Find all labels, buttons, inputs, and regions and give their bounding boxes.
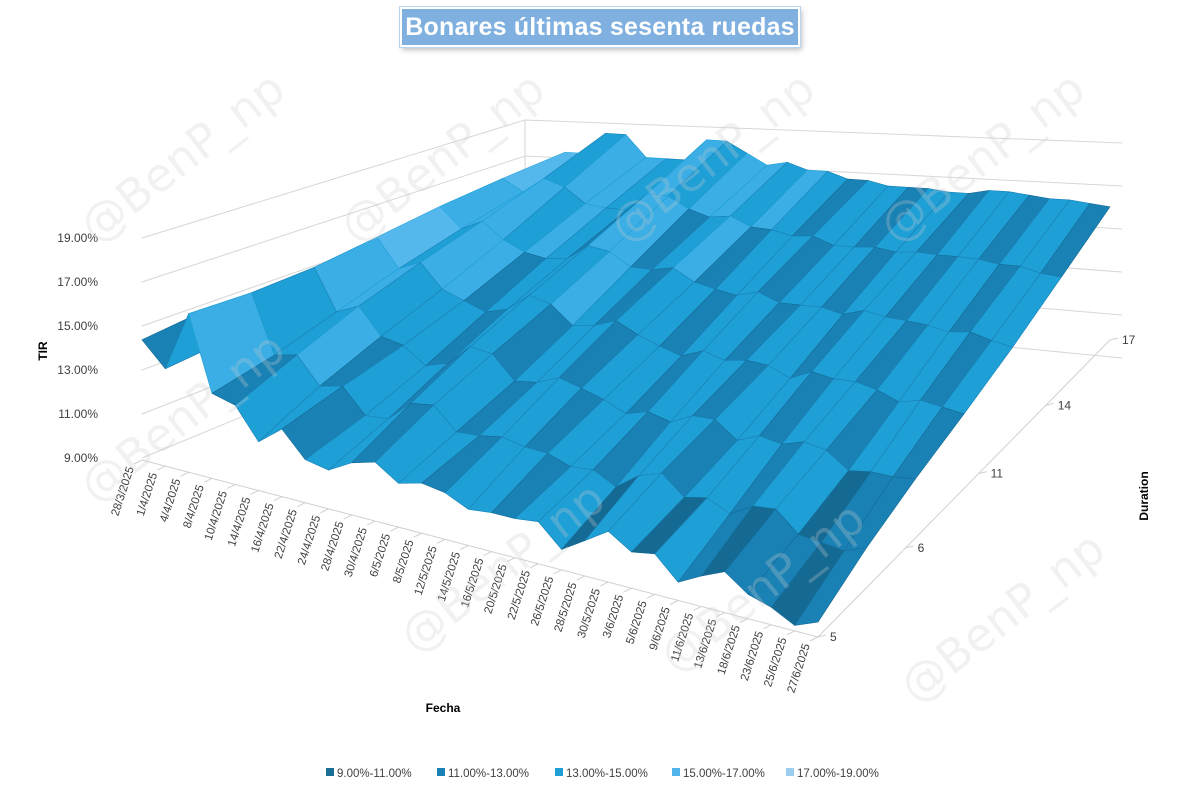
legend: 9.00%-11.00% 11.00%-13.00% 13.00%-15.00% 15… (326, 768, 879, 780)
xtick-label: 22/4/2025 (273, 508, 300, 560)
x-tick (646, 593, 656, 599)
xtick-label: 14/5/2025 (436, 551, 463, 603)
xtick-label: 3/6/2025 (601, 593, 626, 639)
x-tick (273, 496, 283, 502)
x-tick (366, 520, 376, 526)
x-tick (809, 636, 819, 642)
legend-swatch (326, 768, 334, 776)
x-tick (786, 630, 795, 636)
z-tick (1045, 402, 1054, 406)
xtick-label: 26/5/2025 (529, 575, 556, 627)
z-axis-title: Duration (1137, 471, 1151, 520)
xtick-label: 12/5/2025 (413, 545, 440, 597)
x-tick (623, 587, 632, 593)
xtick-label: 18/6/2025 (716, 624, 743, 676)
ytick-label: 13.00% (57, 363, 98, 377)
xtick-label: 8/4/2025 (182, 484, 207, 530)
x-axis (141, 459, 819, 638)
z-axis (817, 339, 1111, 638)
xtick-label: 5/6/2025 (624, 599, 649, 645)
ztick-label: 17 (1122, 333, 1136, 347)
chart-title: Bonares últimas sesenta ruedas (400, 7, 800, 47)
x-tick (227, 483, 236, 489)
xtick-label: 1/4/2025 (135, 471, 160, 517)
xtick-label: 6/5/2025 (368, 532, 393, 578)
z-tick (817, 634, 827, 638)
x-tick (343, 514, 353, 520)
ytick-label: 15.00% (57, 319, 98, 333)
x-tick (553, 569, 562, 575)
ytick-label: 9.00% (64, 451, 98, 465)
z-tick (1109, 337, 1119, 341)
x-tick (739, 618, 749, 624)
ytick-label: 11.00% (58, 407, 98, 421)
xtick-label: 30/4/2025 (343, 526, 370, 578)
x-tick (296, 502, 306, 508)
legend-label: 11.00%-13.00% (448, 768, 529, 780)
ztick-label: 11 (991, 467, 1004, 481)
x-tick (390, 526, 399, 532)
xtick-label: 28/3/2025 (110, 465, 137, 517)
xtick-label: 4/4/2025 (158, 477, 183, 523)
x-tick (669, 599, 679, 605)
xtick-label: 22/5/2025 (506, 569, 533, 621)
xtick-label: 14/4/2025 (226, 496, 253, 548)
x-tick (133, 459, 143, 465)
x-tick (180, 471, 189, 477)
xtick-label: 13/6/2025 (692, 618, 719, 670)
x-tick (530, 563, 539, 569)
x-tick (250, 490, 259, 495)
x-tick (436, 538, 446, 544)
legend-swatch (786, 768, 794, 776)
xtick-label: 8/5/2025 (391, 538, 416, 584)
xtick-label: 28/5/2025 (553, 581, 580, 633)
xtick-label: 23/6/2025 (739, 630, 766, 682)
x-tick (320, 508, 329, 514)
x-tick (506, 557, 516, 563)
xtick-label: 25/6/2025 (762, 636, 789, 688)
xtick-label: 11/6/2025 (669, 612, 696, 664)
z-tick (905, 545, 914, 549)
legend-label: 13.00%-15.00% (566, 768, 648, 780)
z-tick (978, 471, 987, 475)
x-tick (693, 606, 702, 611)
xtick-label: 16/5/2025 (459, 557, 486, 609)
xtick-label: 9/6/2025 (648, 606, 673, 652)
legend-label: 15.00%-17.00% (683, 768, 765, 780)
x-tick (576, 575, 586, 581)
x-tick (763, 624, 772, 630)
legend-swatch (672, 768, 680, 776)
xtick-label: 20/5/2025 (483, 563, 510, 615)
legend-swatch (437, 768, 445, 776)
ztick-label: 6 (918, 541, 925, 555)
ytick-label: 19.00% (57, 231, 98, 245)
x-tick (716, 612, 725, 618)
legend-label: 17.00%-19.00% (797, 768, 879, 780)
x-tick (413, 532, 422, 538)
x-tick (599, 581, 609, 587)
y-axis-title: TIR (36, 341, 50, 361)
ztick-label: 14 (1058, 398, 1072, 412)
x-tick (483, 551, 492, 556)
ytick-label: 17.00% (57, 275, 98, 289)
legend-swatch (555, 768, 563, 776)
legend-label: 9.00%-11.00% (337, 768, 412, 780)
xtick-label: 16/4/2025 (249, 502, 276, 554)
x-tick (203, 477, 213, 483)
x-tick (460, 545, 469, 550)
ztick-label: 5 (830, 630, 837, 644)
x-tick (157, 465, 166, 471)
xtick-label: 24/4/2025 (296, 514, 323, 566)
x-axis-title: Fecha (426, 701, 461, 715)
xtick-label: 30/5/2025 (576, 587, 603, 639)
surface-cell (794, 547, 867, 626)
xtick-label: 28/4/2025 (319, 520, 346, 572)
surface (141, 132, 1111, 626)
xtick-label: 10/4/2025 (203, 490, 230, 542)
xtick-label: 27/6/2025 (786, 642, 813, 694)
